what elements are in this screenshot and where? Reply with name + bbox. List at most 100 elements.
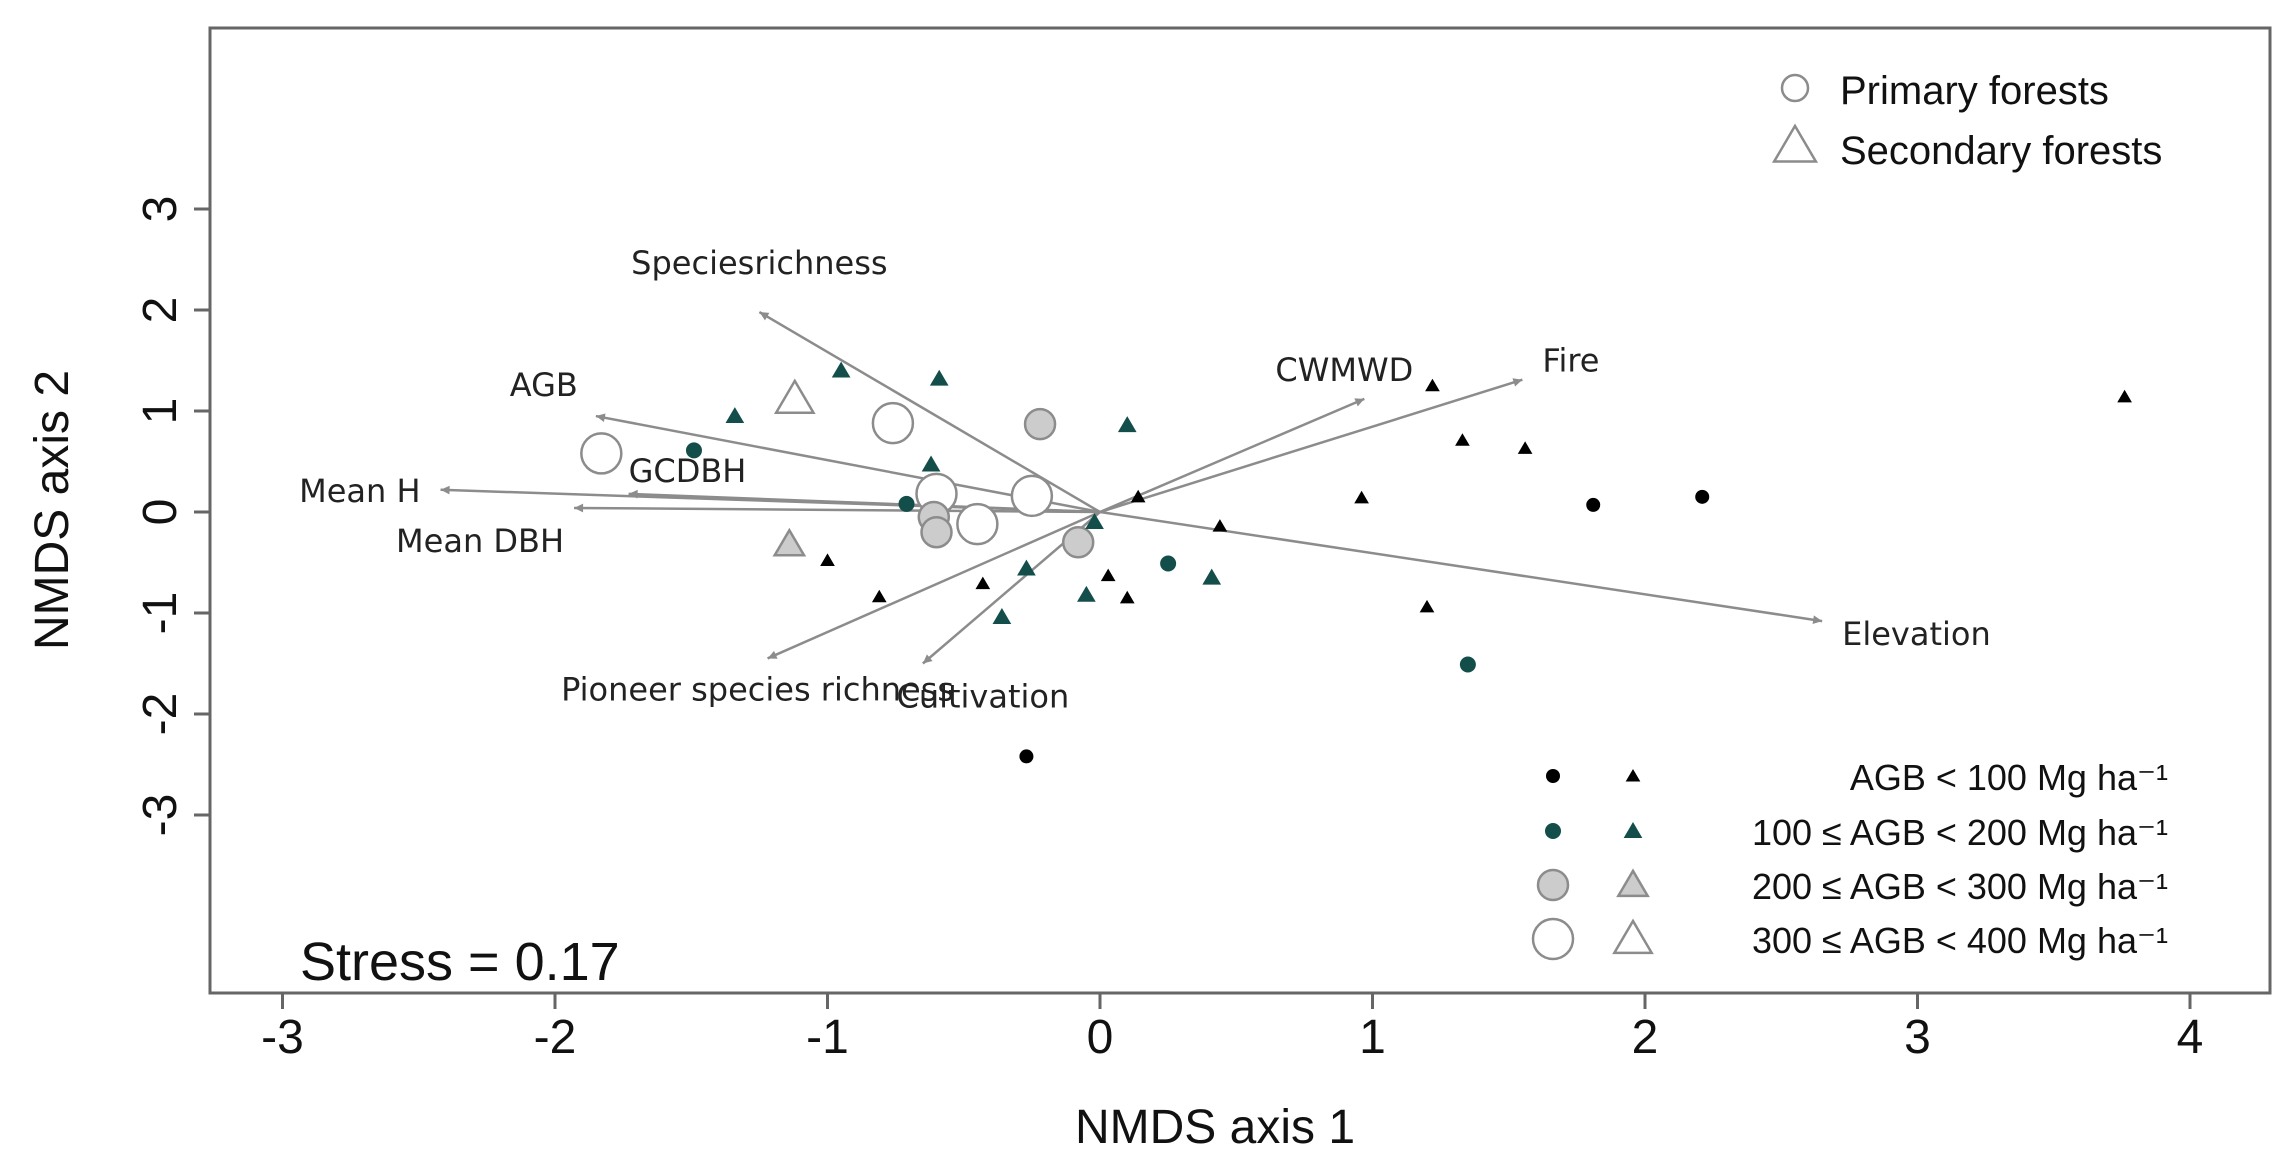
secondary-forest-point	[725, 407, 745, 424]
secondary-forest-point	[1085, 513, 1104, 530]
secondary-forest-point	[1077, 585, 1096, 602]
vector-arrowhead	[922, 654, 933, 664]
x-axis-title: NMDS axis 1	[1075, 1101, 1355, 1154]
primary-forest-point	[1459, 656, 1476, 673]
secondary-forest-point	[1425, 378, 1440, 392]
vector-label: AGB	[510, 366, 578, 404]
points	[580, 361, 2132, 764]
y-tick-label: -3	[134, 794, 187, 837]
vector-label: Mean H	[299, 472, 420, 510]
x-tick-label: 4	[2177, 1011, 2204, 1064]
primary-forest-point	[920, 515, 953, 549]
vector-arrowhead	[1812, 615, 1823, 625]
primary-forest-point	[685, 442, 702, 459]
vector-label: CWMWD	[1275, 351, 1413, 389]
legend-agb-triangle-symbol	[1612, 918, 1654, 955]
secondary-forest-point	[1419, 599, 1435, 613]
secondary-forest-point	[871, 589, 887, 603]
primary-forest-point	[1010, 474, 1054, 518]
vector-label: Fire	[1542, 342, 1599, 380]
vector-arrowhead	[595, 413, 606, 423]
vector-label: Mean DBH	[396, 522, 564, 560]
legend-agb-triangle-symbol	[1623, 822, 1643, 838]
secondary-forest-point	[1212, 519, 1228, 532]
legend-agb-classes: AGB < 100 Mg ha⁻¹ 100 ≤ AGB < 200 Mg ha⁻¹…	[1531, 757, 2168, 961]
secondary-forest-point	[1130, 489, 1146, 503]
secondary-forest-point	[921, 455, 941, 472]
vector-arrowhead	[759, 312, 770, 321]
vector-label: Pioneer species richness	[561, 670, 954, 708]
x-tick-label: 0	[1087, 1011, 1114, 1064]
legend-agb-triangle-symbol	[1616, 868, 1650, 898]
legend-agb-label: 100 ≤ AGB < 200 Mg ha⁻¹	[1752, 812, 2168, 853]
y-tick-label: 2	[134, 297, 187, 324]
stress-annotation: Stress = 0.17	[300, 932, 620, 992]
secondary-forest-point	[2117, 389, 2132, 403]
vector-label: Elevation	[1842, 615, 1991, 653]
y-tick-label: 0	[134, 499, 187, 526]
legend-agb-circle-symbol	[1546, 769, 1560, 783]
secondary-forest-point	[1117, 416, 1137, 433]
primary-forest-point	[1695, 489, 1710, 504]
x-tick-label: 2	[1632, 1011, 1659, 1064]
secondary-forest-point	[820, 553, 835, 566]
secondary-forest-point	[1455, 433, 1470, 446]
primary-forest-point	[1160, 555, 1177, 572]
secondary-forest-point	[975, 576, 991, 590]
x-tick-label: -3	[261, 1011, 304, 1064]
vector-arrowhead	[440, 485, 450, 495]
legend-agb-circle-symbol	[1531, 917, 1575, 961]
legend-circle-symbol	[1780, 73, 1810, 103]
y-tick-label: -1	[134, 592, 187, 635]
secondary-forest-point	[1017, 559, 1036, 576]
primary-forest-point	[1061, 526, 1095, 559]
primary-forest-point	[1586, 497, 1601, 512]
legend-forest-label: Secondary forests	[1840, 129, 2162, 173]
legend-agb-label: 300 ≤ AGB < 400 Mg ha⁻¹	[1752, 920, 2168, 961]
secondary-forest-point	[929, 369, 949, 386]
y-axis-title: NMDS axis 2	[26, 370, 79, 650]
x-tick-label: -2	[534, 1011, 577, 1064]
primary-forest-point	[1019, 749, 1034, 764]
secondary-forest-point	[831, 361, 851, 378]
x-tick-label: -1	[806, 1011, 849, 1064]
secondary-forest-point	[773, 378, 816, 415]
legend-forest-label: Primary forests	[1840, 69, 2109, 113]
legend-agb-triangle-symbol	[1625, 768, 1641, 782]
x-tick-label: 1	[1359, 1011, 1386, 1064]
secondary-forest-point	[1202, 568, 1222, 585]
vector-arrow-line	[767, 510, 1101, 660]
vector-arrowhead	[574, 503, 584, 513]
y-tick-label: -2	[134, 693, 187, 736]
vector-label: Speciesrichness	[631, 244, 887, 282]
secondary-forest-point	[992, 608, 1012, 624]
legend-agb-circle-symbol	[1545, 823, 1561, 839]
vector-arrow-line	[1099, 378, 1523, 514]
legend-agb-circle-symbol	[1536, 868, 1570, 902]
primary-forest-point	[580, 432, 623, 475]
y-tick-label: 3	[134, 196, 187, 223]
legend-agb-label: AGB < 100 Mg ha⁻¹	[1850, 757, 2168, 798]
primary-forest-point	[956, 502, 999, 546]
vector-arrowhead	[767, 650, 778, 659]
y-tick-label: 1	[134, 398, 187, 425]
vector-label: GCDBH	[629, 452, 747, 490]
vector-label: Cultivation	[896, 678, 1069, 716]
vector-arrow-line	[574, 506, 1101, 514]
vector-arrow-line	[1099, 510, 1823, 623]
vector-arrowhead	[1512, 378, 1523, 387]
axes: -3 -2 -1 0 1 2 3 4 -3 -2 -1 0 1 2 3	[134, 196, 2203, 1064]
secondary-forest-point	[1119, 590, 1135, 604]
vector-arrowhead	[1354, 398, 1365, 407]
primary-forest-point	[898, 495, 915, 512]
legend-triangle-symbol	[1771, 123, 1819, 163]
secondary-forest-point	[772, 527, 807, 557]
x-tick-label: 3	[1904, 1011, 1931, 1064]
vector-arrow-line	[1099, 397, 1365, 514]
secondary-forest-point	[1354, 490, 1369, 504]
secondary-forest-point	[1517, 441, 1533, 454]
secondary-forest-point	[1100, 568, 1116, 582]
legend-agb-label: 200 ≤ AGB < 300 Mg ha⁻¹	[1752, 866, 2168, 907]
legend-forest-type: Primary forests Secondary forests	[1771, 69, 2162, 173]
